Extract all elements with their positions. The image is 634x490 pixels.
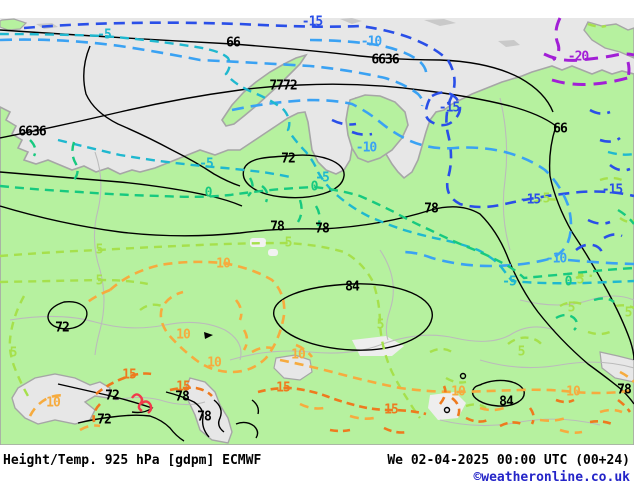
- temp-label: 15: [384, 402, 399, 418]
- height-label: 78: [270, 219, 285, 235]
- height-label: 72: [281, 151, 296, 167]
- mountain-patch-1: [428, 392, 466, 420]
- land-novaya-zemlya: [583, 21, 634, 59]
- height-label: 72: [97, 412, 112, 428]
- temp-label: -20: [567, 49, 590, 65]
- temp-label: -15: [519, 192, 542, 208]
- temp-label: 15: [176, 379, 191, 395]
- valid-time: We 02-04-2025 00:00 UTC (00+24): [387, 453, 630, 468]
- isotherm-minus10: [0, 38, 634, 268]
- isotherm-minus20: [543, 17, 634, 86]
- footer-bar: Height/Temp. 925 hPa [gdpm] ECMWF We 02-…: [0, 445, 634, 490]
- product-title: Height/Temp. 925 hPa [gdpm] ECMWF: [3, 453, 262, 468]
- temp-label: 10: [46, 395, 61, 411]
- temp-label: 5: [576, 272, 585, 288]
- temp-label: 10: [451, 384, 466, 400]
- height-label: 84: [499, 394, 514, 410]
- temp-label: -5: [315, 170, 330, 186]
- temp-label: -10: [355, 140, 378, 156]
- isotherm-zero: [0, 139, 634, 331]
- wind-marker: [204, 332, 213, 339]
- isotherm-plus5: [0, 22, 634, 419]
- temp-label: -10: [360, 34, 383, 50]
- temp-label: 0: [204, 185, 213, 201]
- island-gray-2: [424, 19, 456, 26]
- temp-label: 5: [376, 317, 385, 333]
- temp-label: 10: [207, 355, 222, 371]
- temp-label: 15: [276, 380, 291, 396]
- island-gray-3: [498, 40, 520, 47]
- height-label: 84: [345, 279, 360, 295]
- temp-label: -15: [301, 14, 324, 30]
- temp-label: 15: [122, 367, 137, 383]
- lake-onega: [268, 249, 278, 256]
- temp-label: -10: [545, 251, 568, 267]
- height-label: 7772: [269, 78, 297, 94]
- temp-label: 5: [624, 305, 633, 321]
- temp-label: -5: [199, 156, 214, 172]
- height-contours: [0, 29, 634, 442]
- temp-label: 5: [284, 235, 293, 251]
- temp-label: -15: [438, 100, 461, 116]
- isotherm-minus15: [23, 21, 634, 257]
- isotherm-plus15: [92, 372, 632, 434]
- isotherm-warm-red: [131, 393, 153, 414]
- height-label: 78: [315, 221, 330, 237]
- temp-label: 5: [95, 242, 104, 258]
- temp-label: 0: [310, 179, 319, 195]
- height-label: 72: [105, 388, 120, 404]
- country-borders: [9, 97, 634, 427]
- height-label: 78: [424, 201, 439, 217]
- height-label: 6636: [371, 52, 399, 68]
- height-label: 66: [553, 121, 568, 137]
- height-label: 78: [617, 382, 632, 398]
- height-label: 78: [197, 409, 212, 425]
- island-gray-1: [340, 18, 362, 24]
- temp-label: -15: [601, 182, 624, 198]
- temp-label: 0: [564, 274, 573, 290]
- isotherm-minus5: [0, 32, 634, 285]
- height-label: 78: [175, 389, 190, 405]
- height-label: 66: [226, 35, 241, 51]
- black-sea: [11, 373, 111, 425]
- temp-label: -5: [502, 274, 517, 290]
- caspian-sea: [185, 377, 233, 444]
- land-islands-topleft: [0, 18, 28, 31]
- temp-label: 10: [566, 384, 581, 400]
- temp-label: 10: [216, 256, 231, 272]
- temp-label: 10: [176, 327, 191, 343]
- isotherm-plus10: [28, 260, 634, 434]
- temp-label: 5: [542, 191, 551, 207]
- temp-label: 5: [517, 344, 526, 360]
- land-finland: [345, 94, 409, 163]
- temp-label: -5: [97, 27, 112, 43]
- copyright-credit: ©weatheronline.co.uk: [473, 470, 630, 485]
- temp-label: 5: [95, 273, 104, 289]
- temp-label: 10: [291, 347, 306, 363]
- height-label: 6636: [18, 124, 46, 140]
- temp-label: 5: [567, 300, 576, 316]
- height-label: 72: [55, 320, 70, 336]
- temp-label: 5: [9, 345, 18, 361]
